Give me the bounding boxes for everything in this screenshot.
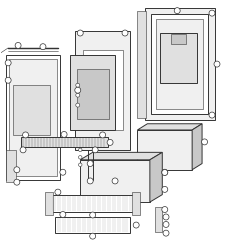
Polygon shape xyxy=(192,124,202,170)
Circle shape xyxy=(162,206,168,212)
Circle shape xyxy=(20,147,26,153)
Circle shape xyxy=(107,140,113,145)
Circle shape xyxy=(202,139,207,145)
Circle shape xyxy=(76,103,80,107)
Circle shape xyxy=(209,112,215,118)
Circle shape xyxy=(76,93,80,97)
Circle shape xyxy=(87,178,93,184)
Circle shape xyxy=(163,222,169,228)
Circle shape xyxy=(15,42,21,48)
Polygon shape xyxy=(150,152,162,202)
Circle shape xyxy=(55,189,61,195)
Circle shape xyxy=(87,160,93,166)
Polygon shape xyxy=(138,124,202,130)
Circle shape xyxy=(100,132,105,138)
Polygon shape xyxy=(83,50,122,130)
Polygon shape xyxy=(145,8,214,120)
Circle shape xyxy=(214,61,220,67)
Circle shape xyxy=(112,178,118,184)
Circle shape xyxy=(92,147,98,153)
Circle shape xyxy=(174,8,180,14)
Polygon shape xyxy=(80,152,162,160)
Circle shape xyxy=(162,169,168,175)
Circle shape xyxy=(5,77,11,83)
Polygon shape xyxy=(50,194,135,212)
Polygon shape xyxy=(171,34,186,44)
Circle shape xyxy=(77,30,83,36)
Circle shape xyxy=(78,148,82,152)
Circle shape xyxy=(122,30,128,36)
Polygon shape xyxy=(13,85,51,135)
Polygon shape xyxy=(75,30,130,150)
Polygon shape xyxy=(76,69,109,119)
Circle shape xyxy=(90,212,96,218)
Circle shape xyxy=(22,132,28,138)
Circle shape xyxy=(162,170,168,175)
Polygon shape xyxy=(46,192,53,214)
Polygon shape xyxy=(138,130,192,170)
Polygon shape xyxy=(80,160,150,202)
Polygon shape xyxy=(138,11,146,118)
Polygon shape xyxy=(6,56,60,180)
Polygon shape xyxy=(10,59,57,176)
Polygon shape xyxy=(20,138,108,147)
Polygon shape xyxy=(6,150,16,182)
Polygon shape xyxy=(132,192,140,214)
Polygon shape xyxy=(160,33,197,83)
Circle shape xyxy=(78,156,82,159)
Circle shape xyxy=(5,60,11,66)
Circle shape xyxy=(14,179,20,185)
Polygon shape xyxy=(156,19,203,109)
Polygon shape xyxy=(151,14,208,114)
Circle shape xyxy=(209,10,215,16)
Circle shape xyxy=(60,169,66,175)
Circle shape xyxy=(60,212,66,218)
Circle shape xyxy=(90,233,96,239)
Polygon shape xyxy=(155,207,162,232)
Circle shape xyxy=(78,163,82,166)
Circle shape xyxy=(76,83,80,87)
Polygon shape xyxy=(70,56,115,130)
Circle shape xyxy=(75,87,81,93)
Circle shape xyxy=(163,230,169,236)
Circle shape xyxy=(61,132,67,138)
Circle shape xyxy=(162,186,168,192)
Polygon shape xyxy=(56,217,130,233)
Circle shape xyxy=(133,222,139,228)
Circle shape xyxy=(40,44,46,50)
Circle shape xyxy=(163,214,169,220)
Circle shape xyxy=(14,167,20,173)
